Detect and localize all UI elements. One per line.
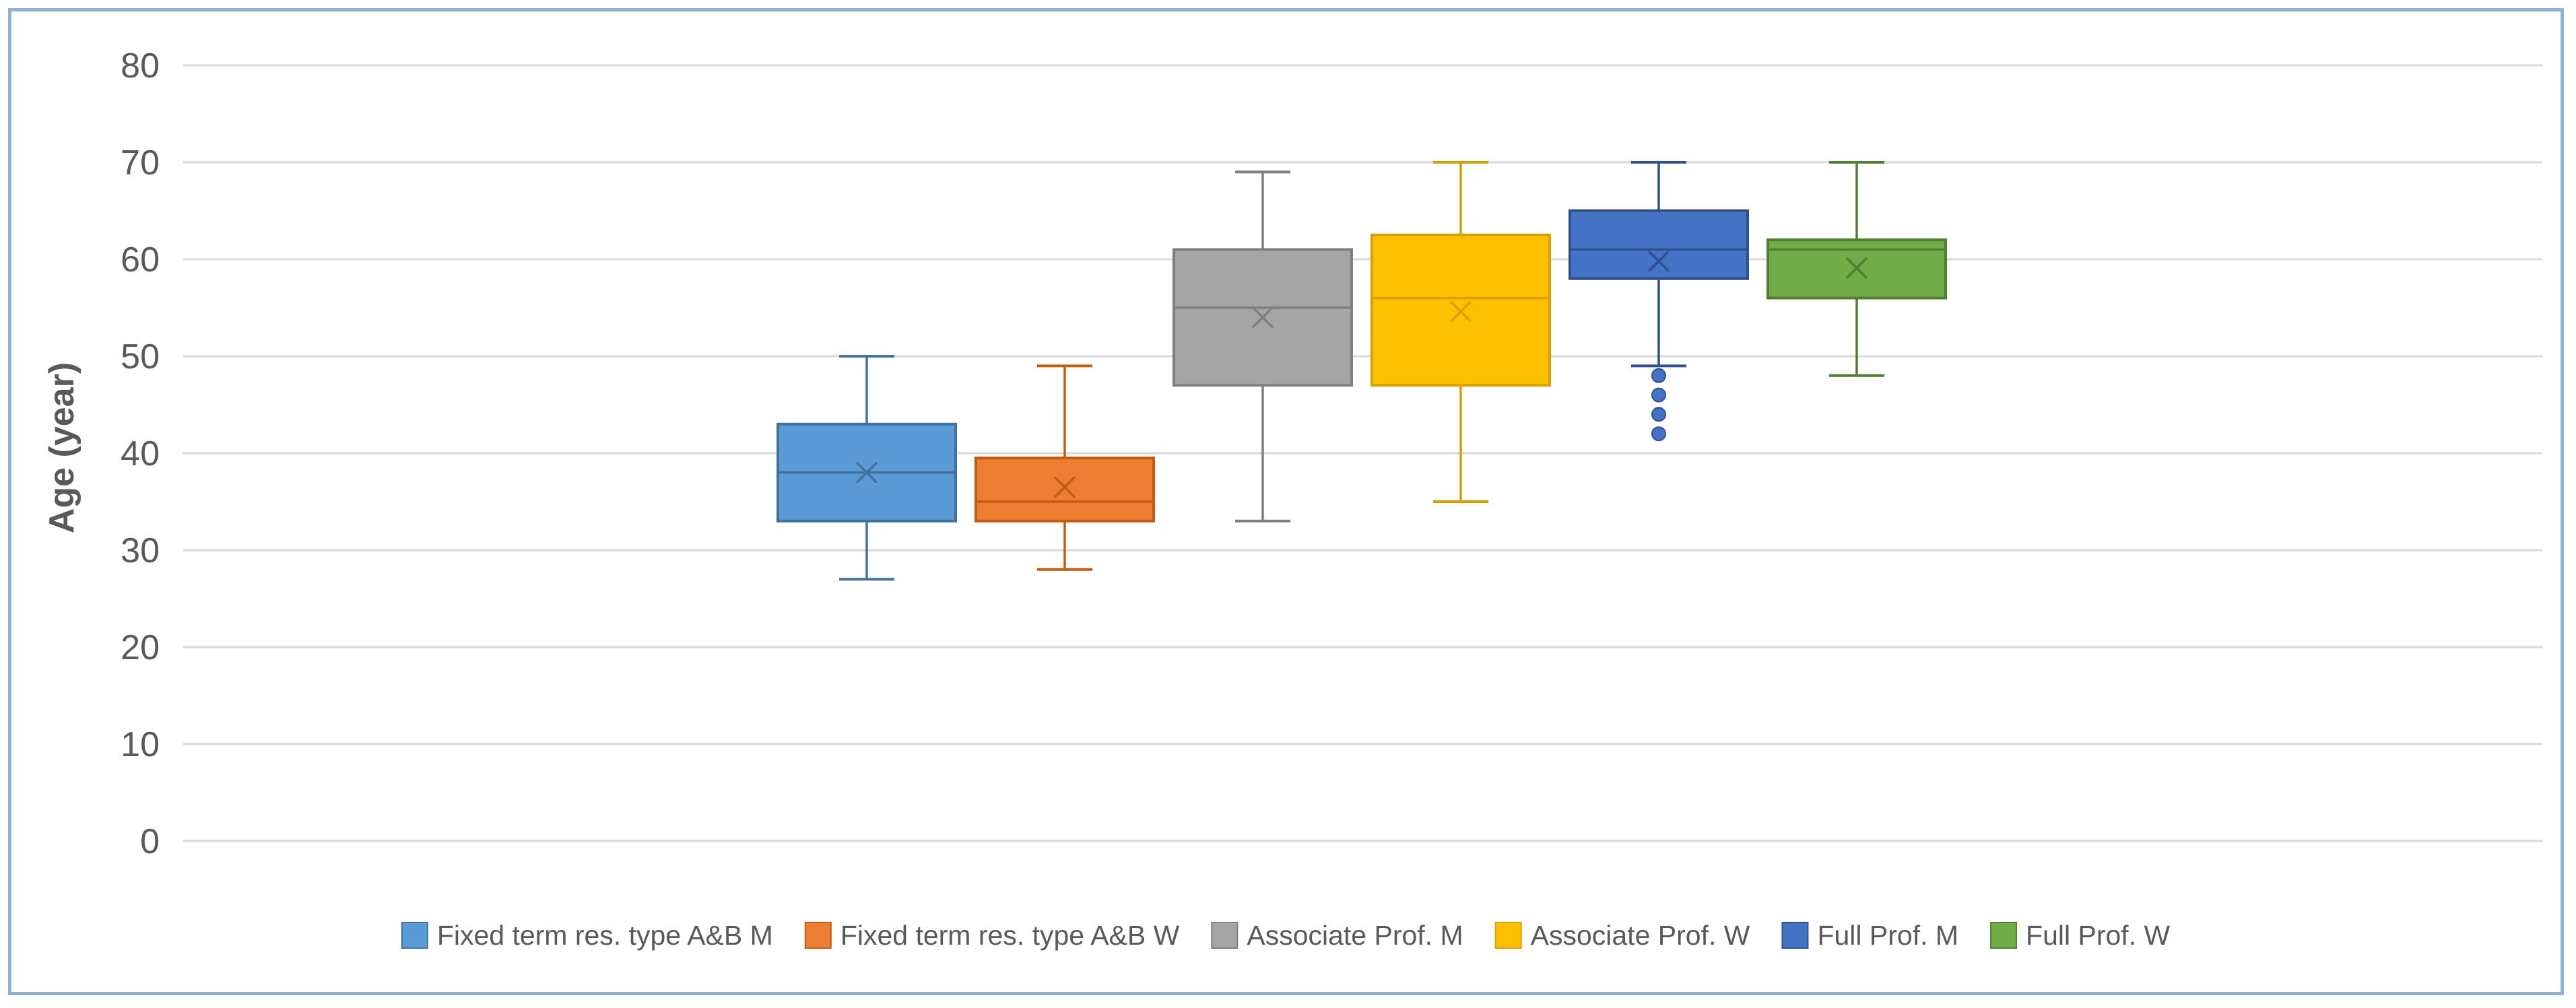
legend-label: Associate Prof. W xyxy=(1531,920,1750,951)
iqr-box xyxy=(1370,234,1551,387)
legend-item-fixed-term-res-type-a-b-w: Fixed term res. type A&B W xyxy=(804,920,1180,951)
legend: Fixed term res. type A&B M Fixed term res… xyxy=(401,920,2170,951)
outlier-point xyxy=(1651,407,1666,422)
box-associate-prof-m xyxy=(1173,170,1353,523)
legend-label: Associate Prof. M xyxy=(1247,920,1463,951)
y-tick-label-30: 30 xyxy=(121,531,160,570)
legend-item-full-prof-w: Full Prof. W xyxy=(1990,920,2170,951)
legend-label: Fixed term res. type A&B M xyxy=(437,920,773,951)
legend-label: Full Prof. W xyxy=(2026,920,2170,951)
y-tick-label-50: 50 xyxy=(121,337,160,376)
y-tick-label-20: 20 xyxy=(121,628,160,667)
box-series-layer xyxy=(777,161,1947,581)
mean-marker-b xyxy=(1449,300,1472,323)
box-fixed-term-res-type-a-b-w xyxy=(975,364,1155,571)
box-full-prof-w xyxy=(1766,161,1947,377)
box-associate-prof-w xyxy=(1370,161,1551,503)
legend-item-fixed-term-res-type-a-b-m: Fixed term res. type A&B M xyxy=(401,920,773,951)
iqr-box xyxy=(975,457,1155,523)
legend-swatch xyxy=(401,922,428,949)
mean-marker-b xyxy=(1647,250,1670,273)
y-tick-label-0: 0 xyxy=(140,822,160,861)
legend-label: Fixed term res. type A&B W xyxy=(840,920,1180,951)
legend-swatch xyxy=(1781,922,1809,949)
y-tick-label-10: 10 xyxy=(121,725,160,764)
legend-swatch xyxy=(1211,922,1239,949)
box-plot-chart: 0 10 20 30 40 50 60 70 80 Age (year) Fixed term … xyxy=(42,46,2542,951)
outlier-point xyxy=(1651,368,1666,383)
mean-marker-b xyxy=(1251,306,1274,329)
box-fixed-term-res-type-a-b-m xyxy=(777,355,957,581)
y-axis-tick-labels: 0 10 20 30 40 50 60 70 80 xyxy=(121,46,160,861)
y-tick-label-80: 80 xyxy=(121,46,160,86)
mean-marker-b xyxy=(855,461,878,484)
y-tick-label-70: 70 xyxy=(121,143,160,182)
y-tick-label-60: 60 xyxy=(121,240,160,279)
gridlines xyxy=(183,64,2542,842)
legend-item-full-prof-m: Full Prof. M xyxy=(1781,920,1958,951)
outlier-point xyxy=(1651,426,1666,442)
y-tick-label-40: 40 xyxy=(121,434,160,473)
legend-swatch xyxy=(804,922,832,949)
mean-marker-b xyxy=(1053,476,1076,498)
outlier-point xyxy=(1651,387,1666,403)
legend-item-associate-prof-m: Associate Prof. M xyxy=(1211,920,1463,951)
y-axis-title: Age (year) xyxy=(42,362,81,533)
legend-swatch xyxy=(1494,922,1522,949)
mean-marker-b xyxy=(1845,257,1868,279)
legend-item-associate-prof-w: Associate Prof. W xyxy=(1494,920,1750,951)
legend-label: Full Prof. M xyxy=(1817,920,1958,951)
iqr-box xyxy=(1568,209,1749,280)
legend-swatch xyxy=(1990,922,2018,949)
box-full-prof-m xyxy=(1568,161,1749,442)
chart-frame: 0 10 20 30 40 50 60 70 80 Age (year) Fixed term … xyxy=(8,8,2564,995)
